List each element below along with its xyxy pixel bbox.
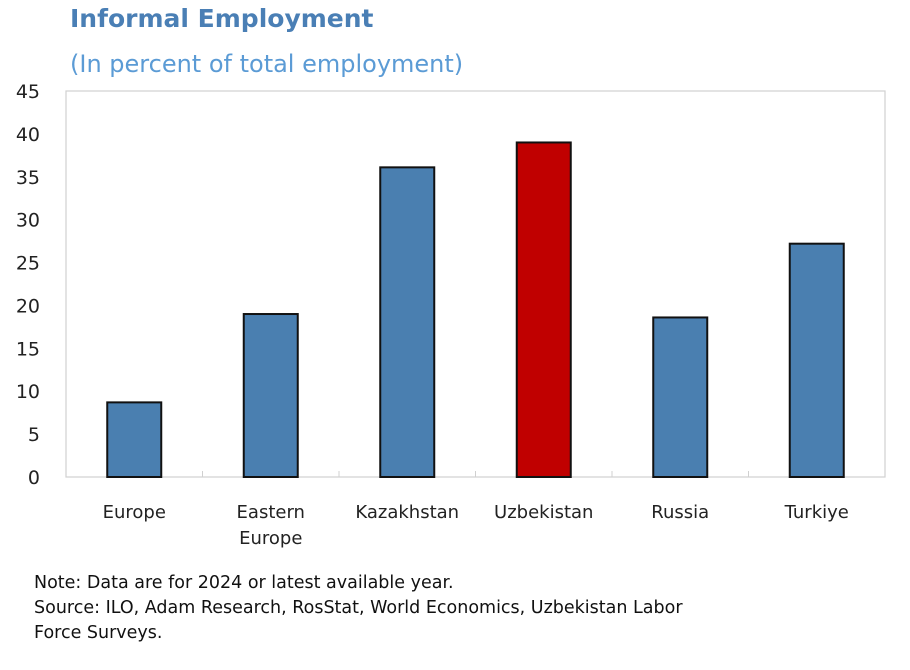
x-tick-label: Turkiye bbox=[784, 502, 849, 523]
bar-europe bbox=[106, 401, 163, 478]
x-tick-label: Kazakhstan bbox=[355, 502, 459, 523]
y-tick-label: 40 bbox=[16, 124, 40, 146]
chart-source-continued: Force Surveys. bbox=[34, 623, 163, 643]
y-tick-label: 20 bbox=[16, 295, 40, 317]
y-tick-label: 5 bbox=[28, 424, 40, 446]
x-tick-label: Uzbekistan bbox=[494, 502, 593, 523]
bar-eastern-europe bbox=[242, 313, 299, 478]
y-tick-label: 30 bbox=[16, 210, 40, 232]
x-tick-label: Russia bbox=[651, 502, 709, 523]
y-tick-label: 25 bbox=[16, 253, 40, 275]
x-tick-label: Europe bbox=[239, 528, 302, 549]
bar-russia bbox=[652, 316, 709, 478]
x-tick-label: Eastern bbox=[237, 502, 305, 523]
chart-subtitle: (In percent of total employment) bbox=[70, 50, 464, 78]
y-tick-label: 15 bbox=[16, 338, 40, 360]
bar-kazakhstan bbox=[379, 166, 436, 478]
chart-title: Informal Employment bbox=[70, 4, 374, 33]
plot-frame bbox=[65, 90, 886, 478]
y-tick-label: 35 bbox=[16, 167, 40, 189]
bar-uzbekistan bbox=[515, 141, 572, 478]
bar-turkiye bbox=[788, 242, 845, 478]
chart-note: Note: Data are for 2024 or latest availa… bbox=[34, 573, 454, 593]
y-tick-label: 10 bbox=[16, 381, 40, 403]
y-tick-label: 0 bbox=[28, 467, 40, 489]
chart-source: Source: ILO, Adam Research, RosStat, Wor… bbox=[34, 598, 683, 618]
y-tick-label: 45 bbox=[16, 81, 40, 103]
x-tick-label: Europe bbox=[103, 502, 166, 523]
